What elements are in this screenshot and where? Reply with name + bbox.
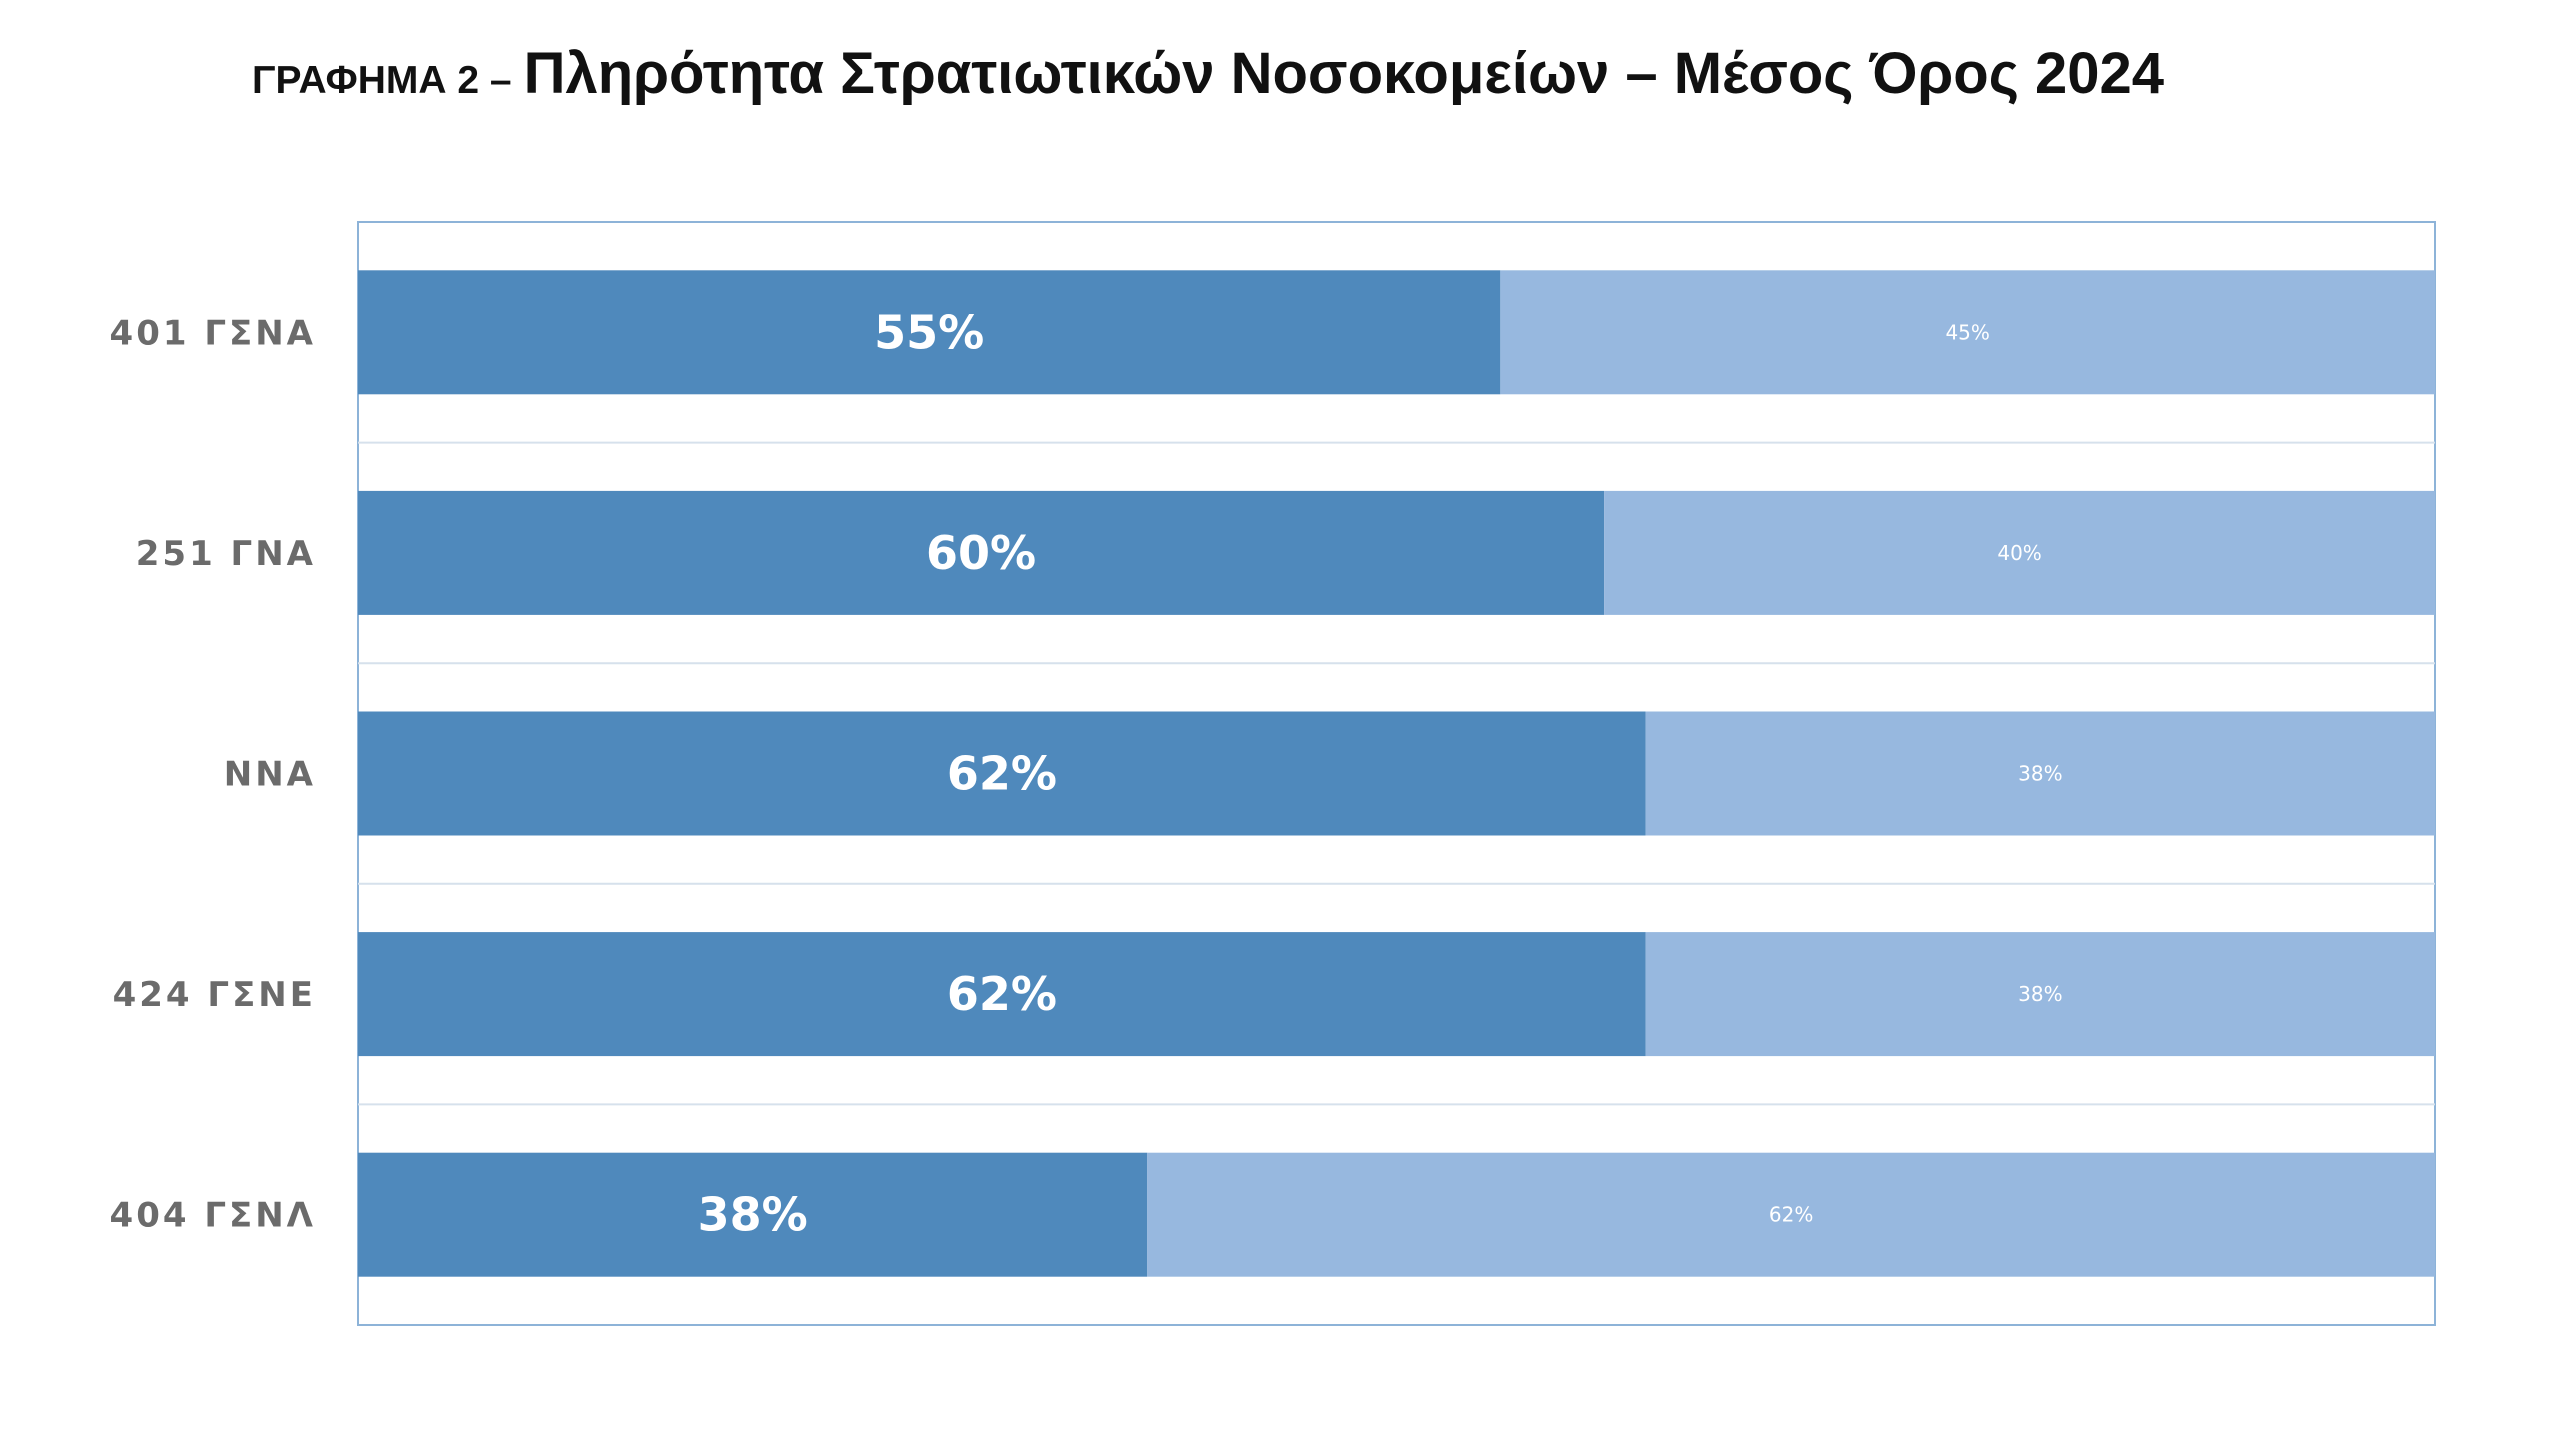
bar-primary-segment (358, 711, 1646, 836)
data-label-primary: 62% (947, 967, 1057, 1021)
category-label: 404 ΓΣΝΛ (110, 1196, 316, 1236)
bar-secondary-segment (1500, 270, 2435, 395)
chart-title: ΓΡΑΦΗΜΑ 2 – Πληρότητα Στρατιωτικών Νοσοκο… (252, 40, 2352, 120)
data-label-secondary: 38% (2018, 982, 2062, 1006)
data-label-secondary: 38% (2018, 762, 2062, 786)
category-label: 251 ΓΝΑ (136, 534, 316, 574)
category-label: 401 ΓΣΝΑ (110, 313, 316, 353)
bar-secondary-segment (1645, 932, 2435, 1057)
data-label-primary: 55% (874, 305, 984, 359)
data-label-primary: 38% (698, 1188, 808, 1242)
bar-secondary-segment (1147, 1152, 2435, 1277)
data-label-secondary: 45% (1945, 320, 1989, 344)
chart-title-prefix: ΓΡΑΦΗΜΑ 2 – (252, 59, 512, 102)
data-label-primary: 62% (947, 747, 1057, 801)
category-label: 424 ΓΣΝΕ (113, 975, 316, 1015)
bar-primary-segment (358, 490, 1605, 615)
data-label-secondary: 62% (1769, 1203, 1813, 1227)
bar-primary-segment (358, 932, 1646, 1057)
category-label: ΝΝΑ (224, 755, 316, 795)
bar-secondary-segment (1645, 711, 2435, 836)
chart-title-main: Πληρότητα Στρατιωτικών Νοσοκομείων – Μέσ… (523, 41, 2165, 106)
bar-secondary-segment (1604, 490, 2435, 615)
data-label-primary: 60% (926, 526, 1036, 580)
bar-primary-segment (358, 1152, 1148, 1277)
data-label-secondary: 40% (1997, 541, 2041, 565)
bar-primary-segment (358, 270, 1501, 395)
